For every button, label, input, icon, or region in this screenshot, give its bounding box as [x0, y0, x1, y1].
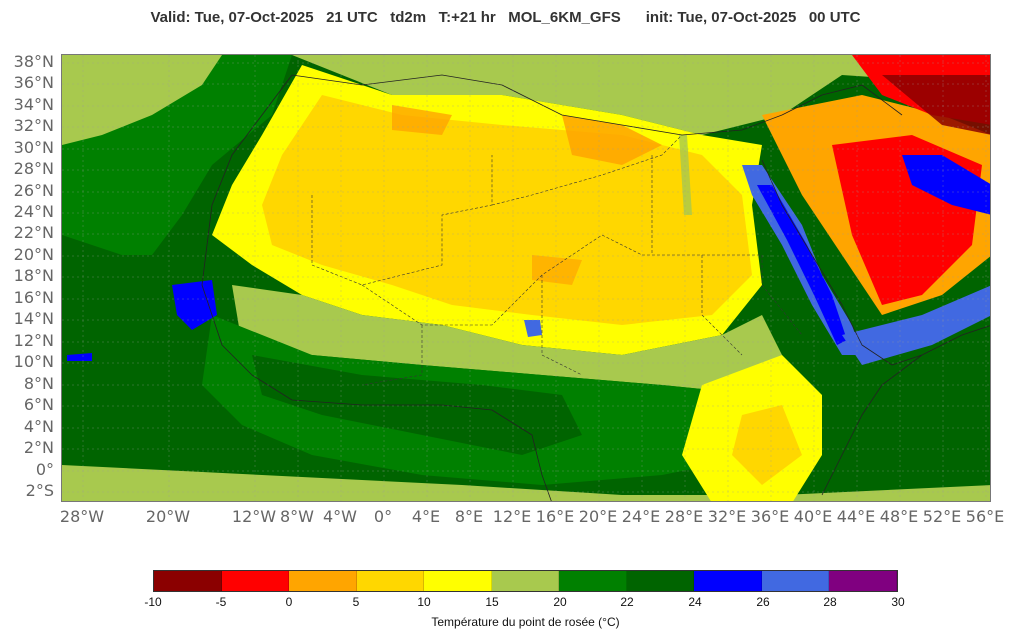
lat-label: 16°N	[13, 288, 54, 307]
colorbar-tick: 0	[285, 595, 293, 609]
lon-label: 16°E	[535, 507, 575, 526]
colorbar-segment	[559, 571, 627, 591]
colorbar-segment	[424, 571, 492, 591]
dewpoint-map[interactable]	[61, 54, 991, 502]
lat-label: 28°N	[13, 159, 54, 178]
map-canvas	[62, 55, 990, 501]
lon-label: 40°E	[793, 507, 833, 526]
colorbar-tick: 20	[553, 595, 567, 609]
lat-label: 10°N	[13, 352, 54, 371]
lat-label: 12°N	[13, 331, 54, 350]
lon-label: 48°E	[879, 507, 919, 526]
lat-label: 0°	[35, 460, 54, 479]
lon-label: 4°W	[323, 507, 357, 526]
lat-label: 14°N	[13, 309, 54, 328]
colorbar-segment	[491, 571, 560, 591]
colorbar-segment	[154, 571, 222, 591]
colorbar-tick: 10	[417, 595, 431, 609]
lat-label: 36°N	[13, 73, 54, 92]
lat-label: 18°N	[13, 266, 54, 285]
colorbar-tick: -10	[144, 595, 162, 609]
colorbar-segment	[289, 571, 357, 591]
lon-label: 4°E	[411, 507, 441, 526]
lat-label: 34°N	[13, 95, 54, 114]
lon-label: 36°E	[750, 507, 790, 526]
lon-label: 44°E	[836, 507, 876, 526]
lat-label: 2°N	[23, 438, 54, 457]
map-title: Valid: Tue, 07-Oct-2025 21 UTC td2m T:+2…	[150, 9, 861, 26]
lat-label: 26°N	[13, 181, 54, 200]
lon-label: 28°W	[59, 507, 105, 526]
colorbar	[153, 570, 898, 592]
lon-label: 52°E	[922, 507, 962, 526]
lat-label: 4°N	[23, 417, 54, 436]
lat-label: 24°N	[13, 202, 54, 221]
colorbar-tick: 26	[756, 595, 770, 609]
lat-label: 22°N	[13, 223, 54, 242]
colorbar-tick: 5	[352, 595, 360, 609]
colorbar-label: Température du point de rosée (°C)	[431, 615, 620, 629]
colorbar-tick: 24	[688, 595, 702, 609]
lat-label: 2°S	[25, 481, 54, 500]
lon-label: 24°E	[621, 507, 661, 526]
lat-label: 6°N	[23, 395, 54, 414]
colorbar-tick: 15	[485, 595, 499, 609]
lon-label: 8°E	[454, 507, 484, 526]
lon-label: 8°W	[280, 507, 314, 526]
colorbar-segment	[356, 571, 425, 591]
colorbar-segment	[221, 571, 290, 591]
colorbar-tick: 28	[823, 595, 837, 609]
lon-label: 12°W	[231, 507, 277, 526]
lon-label: 20°W	[145, 507, 191, 526]
colorbar-segment	[626, 571, 695, 591]
lat-label: 38°N	[13, 52, 54, 71]
colorbar-tick: -5	[215, 595, 227, 609]
colorbar-tick: 30	[891, 595, 905, 609]
lon-label: 12°E	[492, 507, 532, 526]
lon-label: 20°E	[578, 507, 618, 526]
lat-label: 8°N	[23, 374, 54, 393]
lon-label: 32°E	[707, 507, 747, 526]
lat-label: 30°N	[13, 138, 54, 157]
colorbar-tick: 22	[620, 595, 634, 609]
colorbar-segment	[694, 571, 762, 591]
colorbar-segment	[829, 571, 898, 591]
lon-label: 0°	[373, 507, 393, 526]
lon-label: 28°E	[664, 507, 704, 526]
colorbar-segment	[761, 571, 830, 591]
lon-label: 56°E	[965, 507, 1005, 526]
lat-label: 20°N	[13, 245, 54, 264]
lat-label: 32°N	[13, 116, 54, 135]
